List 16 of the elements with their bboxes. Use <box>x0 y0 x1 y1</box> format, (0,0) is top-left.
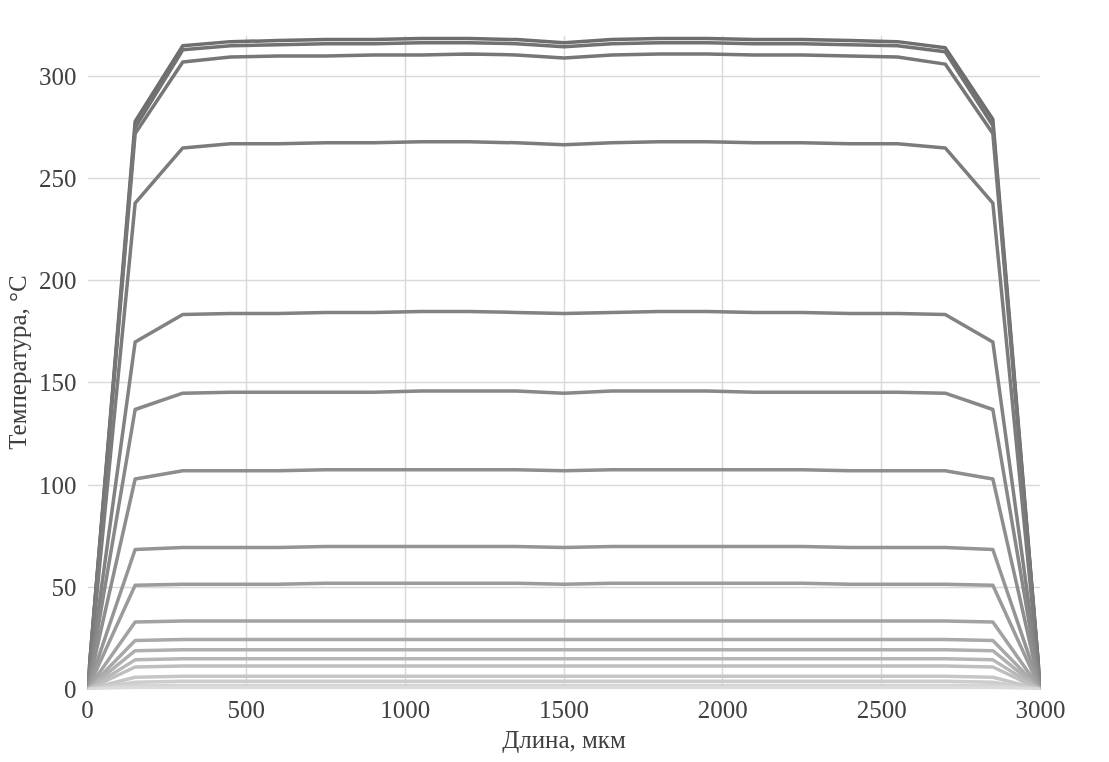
y-tick-label: 250 <box>39 165 77 193</box>
y-tick-label: 200 <box>39 267 77 295</box>
y-tick-label: 300 <box>39 62 77 90</box>
y-tick-label: 150 <box>39 369 77 397</box>
y-tick-label: 100 <box>39 471 77 499</box>
x-tick-label: 0 <box>81 695 94 723</box>
x-tick-label: 1000 <box>380 695 431 723</box>
x-axis-title: Длина, мкм <box>502 725 627 753</box>
x-tick-label: 1500 <box>539 695 589 723</box>
y-tick-label: 0 <box>64 676 77 703</box>
x-tick-label: 3000 <box>1015 695 1066 723</box>
y-axis-title: Температура, °С <box>4 275 31 450</box>
x-tick-label: 2500 <box>856 695 907 723</box>
x-tick-label: 2000 <box>697 695 748 723</box>
y-tick-label: 50 <box>51 573 77 601</box>
x-tick-label: 500 <box>227 695 266 723</box>
